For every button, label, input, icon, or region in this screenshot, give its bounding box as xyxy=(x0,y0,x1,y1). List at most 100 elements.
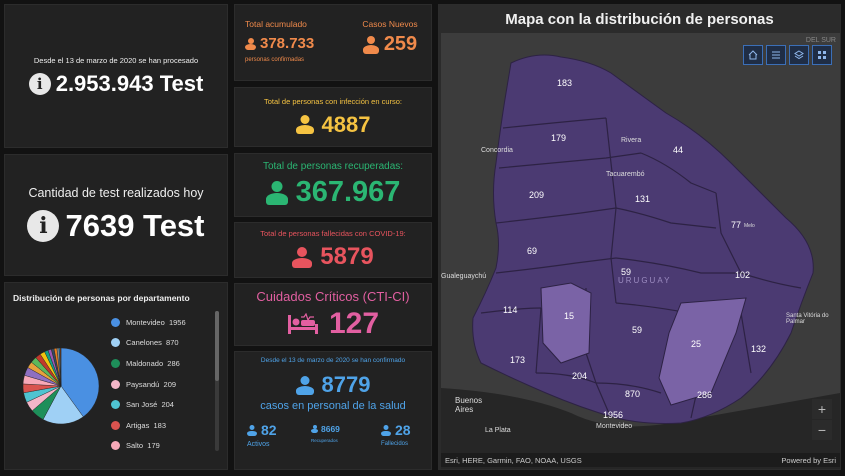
legend-scrollbar-thumb[interactable] xyxy=(215,311,219,381)
map-count-label: 1956 xyxy=(603,410,624,420)
health-staff-panel: Desde el 13 de marzo de 2020 se han conf… xyxy=(234,351,432,470)
info-icon: i xyxy=(28,72,51,95)
legend-label: Salto xyxy=(126,441,144,451)
health-staff-sub: casos en personal de la salud xyxy=(260,400,406,412)
legend-item: Artigas 183 xyxy=(111,415,211,436)
deaths-value: 5879 xyxy=(320,243,374,270)
legend-label: Maldonado xyxy=(126,358,164,368)
legend-item: Montevideo 1956 xyxy=(111,312,211,333)
map-canvas[interactable]: 183 179 44 209 131 77 69 59 102 114 15 5… xyxy=(441,33,840,469)
basemap-button[interactable] xyxy=(812,45,832,65)
deaths-label: Total de personas fallecidas con COVID-1… xyxy=(260,229,406,238)
casos-nuevos-label: Casos Nuevos xyxy=(362,19,418,29)
map-count-label: 25 xyxy=(691,339,702,349)
legend-value: 870 xyxy=(166,338,179,348)
health-staff-caption: Desde el 13 de marzo de 2020 se han conf… xyxy=(260,357,406,364)
map-count-label: 15 xyxy=(564,311,575,321)
active-infections-panel: Total de personas con infección en curso… xyxy=(234,87,432,147)
map-corner-label: DEL SUR xyxy=(805,37,836,44)
map-count-label: 77 xyxy=(731,220,742,230)
distribution-pie-chart xyxy=(22,347,100,425)
legend-item: Paysandú 209 xyxy=(111,374,211,395)
person-icon xyxy=(245,37,256,50)
map-title: Mapa con la distribución de personas xyxy=(505,11,774,28)
distribution-panel: Distribución de personas por departament… xyxy=(4,282,228,470)
layers-icon xyxy=(794,50,804,60)
legend-dot xyxy=(111,400,120,410)
city-label: La Plata xyxy=(485,427,511,434)
total-acumulado-label: Total acumulado xyxy=(245,19,307,29)
map-count-label: 183 xyxy=(557,78,573,88)
active-infections-value: 4887 xyxy=(321,111,371,137)
powered-by-link[interactable]: Powered by Esri xyxy=(781,455,836,465)
uruguay-map xyxy=(441,54,840,469)
legend-value: 286 xyxy=(167,358,180,368)
info-icon: i xyxy=(27,210,60,242)
legend-item: Salto 179 xyxy=(111,436,211,457)
map-count-label: 59 xyxy=(621,267,632,277)
health-recuperados-label: Recuperados xyxy=(311,438,338,443)
home-button[interactable] xyxy=(743,45,763,65)
person-icon xyxy=(295,115,314,134)
recovered-panel: Total de personas recuperadas: 367.967 xyxy=(234,153,432,217)
legend-dot xyxy=(111,379,120,389)
map-count-label: 209 xyxy=(529,190,545,200)
city-label: Concordia xyxy=(481,147,513,154)
tests-today-caption: Cantidad de test realizados hoy xyxy=(28,186,204,200)
pie-slice[interactable] xyxy=(60,347,100,418)
home-icon xyxy=(748,50,758,60)
person-icon xyxy=(311,425,318,433)
distribution-title: Distribución de personas por departament… xyxy=(13,293,190,303)
city-label: Rivera xyxy=(621,137,642,144)
critical-care-value: 127 xyxy=(328,306,380,340)
legend-dot xyxy=(111,420,120,430)
map-count-label: 173 xyxy=(510,355,526,365)
health-recuperados-value: 8669 xyxy=(321,424,340,434)
pie-slice[interactable] xyxy=(42,385,84,425)
legend-value: 209 xyxy=(163,379,177,389)
hospital-bed-icon xyxy=(287,312,318,334)
map-count-label: 132 xyxy=(751,344,767,354)
legend-dot xyxy=(111,441,120,451)
tests-total-panel: Desde el 13 de marzo de 2020 se han proc… xyxy=(4,4,228,148)
legend-label: Paysandú xyxy=(126,379,160,389)
grid-icon xyxy=(818,51,826,59)
legend-item: San José 204 xyxy=(111,394,211,415)
map-count-label: 102 xyxy=(735,270,751,280)
zoom-out-button[interactable]: − xyxy=(812,420,832,440)
legend-value: 204 xyxy=(161,400,174,410)
legend-dot xyxy=(111,338,120,348)
legend-item: Maldonado 286 xyxy=(111,353,211,374)
legend-scrollbar[interactable] xyxy=(215,311,219,451)
person-icon xyxy=(247,424,257,436)
casos-nuevos-value: 259 xyxy=(383,33,418,55)
recovered-label: Total de personas recuperadas: xyxy=(262,161,404,172)
legend-value: 179 xyxy=(147,441,160,451)
map-toolbar xyxy=(740,45,832,65)
pie-slice[interactable] xyxy=(60,347,62,387)
map-count-label: 44 xyxy=(673,145,684,155)
deaths-panel: Total de personas fallecidas con COVID-1… xyxy=(234,222,432,278)
map-count-label: 179 xyxy=(551,133,567,143)
list-button[interactable] xyxy=(766,45,786,65)
map-count-label: 870 xyxy=(625,389,641,399)
person-icon xyxy=(265,180,288,205)
map-count-label: 204 xyxy=(572,371,588,381)
zoom-in-button[interactable]: + xyxy=(812,399,832,419)
city-label: Melo xyxy=(744,223,755,229)
map-count-label: 59 xyxy=(632,325,643,335)
map-footer: Esri, HERE, Garmin, FAO, NOAA, USGS Powe… xyxy=(441,453,840,467)
city-label: Tacuarembó xyxy=(606,171,645,178)
legend-label: Artigas xyxy=(126,420,150,430)
health-activos-label: Activos xyxy=(247,441,270,448)
person-icon xyxy=(292,246,313,268)
person-icon xyxy=(295,375,314,395)
map-attribution: Esri, HERE, Garmin, FAO, NOAA, USGS xyxy=(445,455,582,465)
health-fallecidos-value: 28 xyxy=(395,422,411,438)
country-label: URUGUAY xyxy=(618,276,672,285)
health-staff-value: 8779 xyxy=(321,372,371,397)
legend-dot xyxy=(111,358,120,368)
health-fallecidos-label: Fallecidos xyxy=(381,441,409,447)
active-infections-label: Total de personas con infección en curso… xyxy=(264,96,402,106)
layers-button[interactable] xyxy=(789,45,809,65)
